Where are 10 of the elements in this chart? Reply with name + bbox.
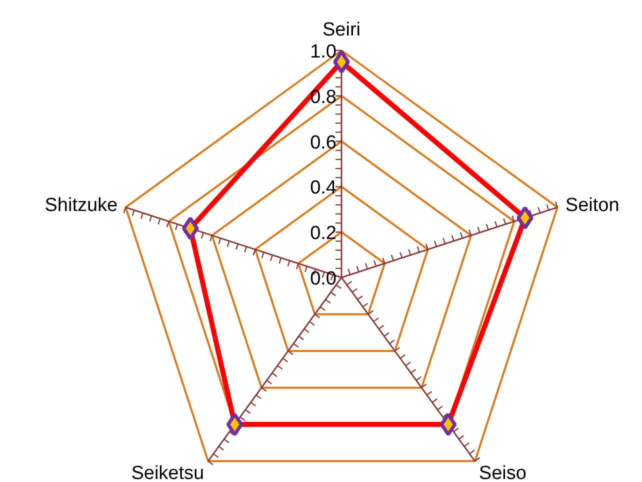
y-tick-label: 1.0	[310, 42, 337, 62]
y-tick-label: 0.2	[310, 223, 337, 244]
spoke-label: Seiton	[565, 194, 620, 216]
y-tick-label: 0.0	[310, 268, 337, 290]
spoke-label: Seiri	[322, 20, 361, 40]
y-tick-label: 0.4	[310, 178, 337, 199]
spoke-label: Seiso	[478, 463, 526, 482]
spoke-label: Shitzuke	[44, 194, 118, 216]
y-tick-label: 0.6	[310, 132, 337, 154]
spoke-label: Seiketsu	[131, 463, 204, 482]
